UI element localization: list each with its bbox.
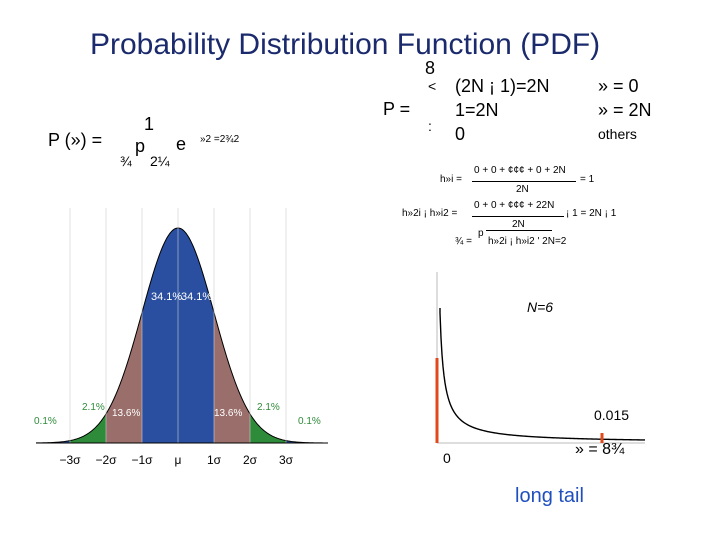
region-tail-left <box>36 440 70 443</box>
tick-label: −3σ <box>59 453 81 467</box>
piecewise-row1-expr: (2N ¡ 1)=2N <box>455 76 550 96</box>
tick-label: μ <box>175 453 182 467</box>
region-outer-right <box>250 413 286 443</box>
label-small: 0.015 <box>594 407 629 423</box>
pdf-numerator-one: 1 <box>144 114 155 134</box>
tick-label: 3σ <box>279 453 294 467</box>
mean-numerator: 0 + 0 + ¢¢¢ + 0 + 2N <box>474 165 566 176</box>
variance-lhs: h»2i ¡ h»i2 = <box>402 208 458 219</box>
sigma-sqrt: p <box>478 228 484 239</box>
mean-fraction-bar <box>472 181 576 182</box>
variance-denominator: 2N <box>512 219 525 230</box>
bell-curve-chart: 34.1% 34.1% 13.6% 13.6% 2.1% 2.1% 0.1% 0… <box>28 178 333 468</box>
tick-label: −2σ <box>95 453 117 467</box>
sigma-lhs: ¾ = <box>455 236 472 247</box>
long-tail-caption: long tail <box>515 485 584 507</box>
label-pct-136-left: 13.6% <box>112 408 140 419</box>
pdf-sqrt-symbol: p <box>135 136 146 156</box>
piecewise-lhs: P = <box>383 99 411 119</box>
mean-denominator: 2N <box>516 184 529 195</box>
variance-rhs: ¡ 1 = 2N ¡ 1 <box>566 208 617 219</box>
label-pct-136-right: 13.6% <box>214 408 242 419</box>
label-n: N=6 <box>527 299 553 315</box>
sigma-tick-labels: −3σ −2σ −1σ μ 1σ 2σ 3σ <box>59 453 293 467</box>
label-pct-21-right: 2.1% <box>257 402 280 413</box>
mean-lhs: h»i = <box>440 174 462 185</box>
pdf-exponent: »2 =2¾2 <box>200 134 240 145</box>
slide-title: Probability Distribution Function (PDF) <box>90 28 601 61</box>
region-outer-left <box>70 413 106 443</box>
sigma-gridlines <box>69 208 287 443</box>
brace-mid: < <box>428 78 437 94</box>
tick-label: −1σ <box>131 453 153 467</box>
variance-fraction-bar <box>472 216 564 217</box>
brace-bot: : <box>428 118 432 134</box>
label-pct-21-left: 2.1% <box>82 402 105 413</box>
bell-outline <box>35 227 324 444</box>
label-xi: » = 8¾ <box>575 441 625 458</box>
sigma-expr: h»2i ¡ h»i2 ' 2N=2 <box>488 236 567 247</box>
pdf-den-sigma: ¾ <box>120 153 132 169</box>
piecewise-row3-expr: 0 <box>455 124 466 144</box>
piecewise-row2-cond: » = 2N <box>598 100 652 120</box>
tick-label: 2σ <box>243 453 258 467</box>
tail-curve <box>439 308 646 441</box>
piecewise-row2-expr: 1=2N <box>455 100 499 120</box>
long-tail-chart: N=6 0.015 0 » = 8¾ long tail <box>435 272 646 466</box>
pdf-exp-e: e <box>176 134 187 154</box>
piecewise-row3-cond: others <box>598 126 637 142</box>
tick-label: 1σ <box>207 453 222 467</box>
label-pct-01-left: 0.1% <box>34 416 57 427</box>
pdf-den-2pi: 2¼ <box>150 153 170 169</box>
brace-top: 8 <box>425 58 436 78</box>
sigma-sqrt-bar <box>486 230 552 231</box>
label-pct-341-right: 34.1% <box>181 291 212 303</box>
label-pct-01-right: 0.1% <box>298 416 321 427</box>
label-zero: 0 <box>443 450 451 466</box>
piecewise-row1-cond: » = 0 <box>598 76 639 96</box>
label-pct-341-left: 34.1% <box>151 291 182 303</box>
mean-rhs: = 1 <box>580 174 595 185</box>
variance-numerator: 0 + 0 + ¢¢¢ + 22N <box>474 200 555 211</box>
pdf-lhs: P (») = <box>48 130 103 150</box>
